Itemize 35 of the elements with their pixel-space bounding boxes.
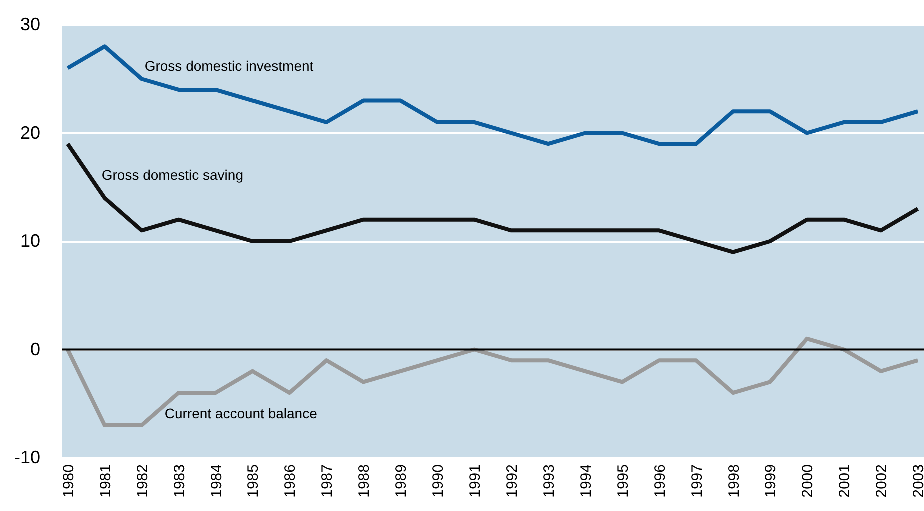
x-tick-label: 1982 <box>134 464 152 498</box>
x-tick-label: 2003 <box>910 464 924 498</box>
x-tick-label: 2000 <box>800 464 817 498</box>
line-series <box>66 142 920 254</box>
x-tick-label: 1996 <box>652 464 669 498</box>
x-tick-label: 1981 <box>97 464 114 498</box>
x-tick-label: 1992 <box>504 464 521 498</box>
y-tick-label: 0 <box>30 339 40 360</box>
line-series <box>66 44 920 146</box>
y-tick-label: 20 <box>20 122 40 143</box>
x-tick-label: 1983 <box>171 464 188 498</box>
x-tick-label: 1989 <box>393 464 410 498</box>
x-tick-label: 1988 <box>356 464 374 498</box>
series-label: Gross domestic saving <box>102 167 244 184</box>
y-tick-label: -10 <box>14 448 40 468</box>
x-tick-label: 1986 <box>282 464 300 498</box>
line-series <box>66 336 920 428</box>
x-tick-label: 1995 <box>614 464 632 498</box>
x-tick-label: 1998 <box>726 464 743 498</box>
y-tick-label: 30 <box>20 14 40 34</box>
x-tick-label: 2001 <box>836 464 854 498</box>
x-tick-label: 1987 <box>319 464 336 498</box>
x-tick-label: 1993 <box>540 464 558 498</box>
y-tick-label: 10 <box>20 231 40 251</box>
x-tick-label: 1984 <box>208 464 226 498</box>
series-label: Current account balance <box>164 406 318 422</box>
x-tick-label: 1990 <box>430 464 448 498</box>
x-tick-label: 2002 <box>874 464 891 498</box>
series-label: Gross domestic investment <box>144 58 314 74</box>
x-tick-label: 1991 <box>467 464 484 498</box>
x-tick-label: 1997 <box>688 464 706 498</box>
x-tick-label: 1980 <box>60 464 78 498</box>
x-tick-label: 1999 <box>762 464 780 498</box>
x-tick-label: 1994 <box>578 464 595 498</box>
x-tick-label: 1985 <box>245 464 262 498</box>
